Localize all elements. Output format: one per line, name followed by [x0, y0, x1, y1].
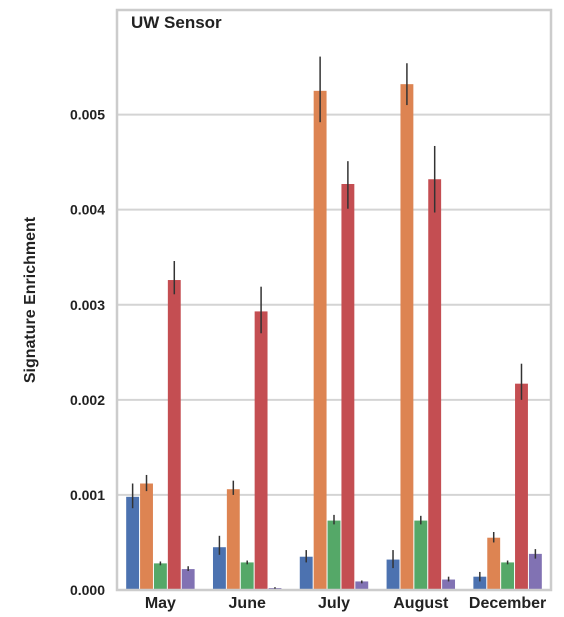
bars-group: [126, 84, 542, 590]
bar: [240, 562, 254, 590]
bar: [181, 569, 195, 590]
bar: [414, 520, 428, 590]
bar: [167, 280, 181, 590]
y-tick-label: 0.002: [70, 392, 105, 408]
plot-frame: [115, 8, 553, 592]
bar: [341, 184, 355, 590]
y-tick-label: 0.000: [70, 582, 105, 598]
bar: [428, 179, 442, 590]
bar: [126, 496, 140, 590]
bar: [254, 311, 268, 590]
x-tick-label: August: [393, 595, 449, 612]
bar: [386, 559, 400, 590]
bar: [226, 489, 240, 590]
y-axis-title: Signature Enrichment: [22, 216, 39, 383]
bar: [212, 547, 226, 590]
bar: [528, 553, 542, 590]
bar: [515, 383, 528, 590]
bar: [327, 520, 341, 590]
bar: [140, 483, 153, 590]
x-tick-label: June: [229, 595, 266, 612]
y-tick-label: 0.004: [70, 202, 105, 218]
bar: [501, 562, 515, 590]
bar: [153, 563, 167, 590]
error-bars-group: [131, 56, 537, 590]
bar: [299, 556, 313, 590]
x-tick-labels: May June July August December: [145, 595, 546, 612]
grid-lines: [117, 113, 551, 496]
panel-title: UW Sensor: [131, 13, 222, 32]
bar: [487, 537, 501, 590]
bar: [442, 579, 456, 590]
x-tick-label: May: [145, 595, 176, 612]
bar: [400, 84, 414, 590]
y-tick-label: 0.001: [70, 487, 105, 503]
bar: [355, 581, 369, 590]
x-tick-label: July: [318, 595, 350, 612]
y-tick-label: 0.003: [70, 297, 105, 313]
bar: [473, 576, 487, 590]
x-tick-label: December: [469, 595, 546, 612]
bar: [313, 90, 327, 590]
y-tick-labels: 0.000 0.001 0.002 0.003 0.004 0.005: [70, 107, 105, 598]
y-tick-label: 0.005: [70, 107, 105, 123]
